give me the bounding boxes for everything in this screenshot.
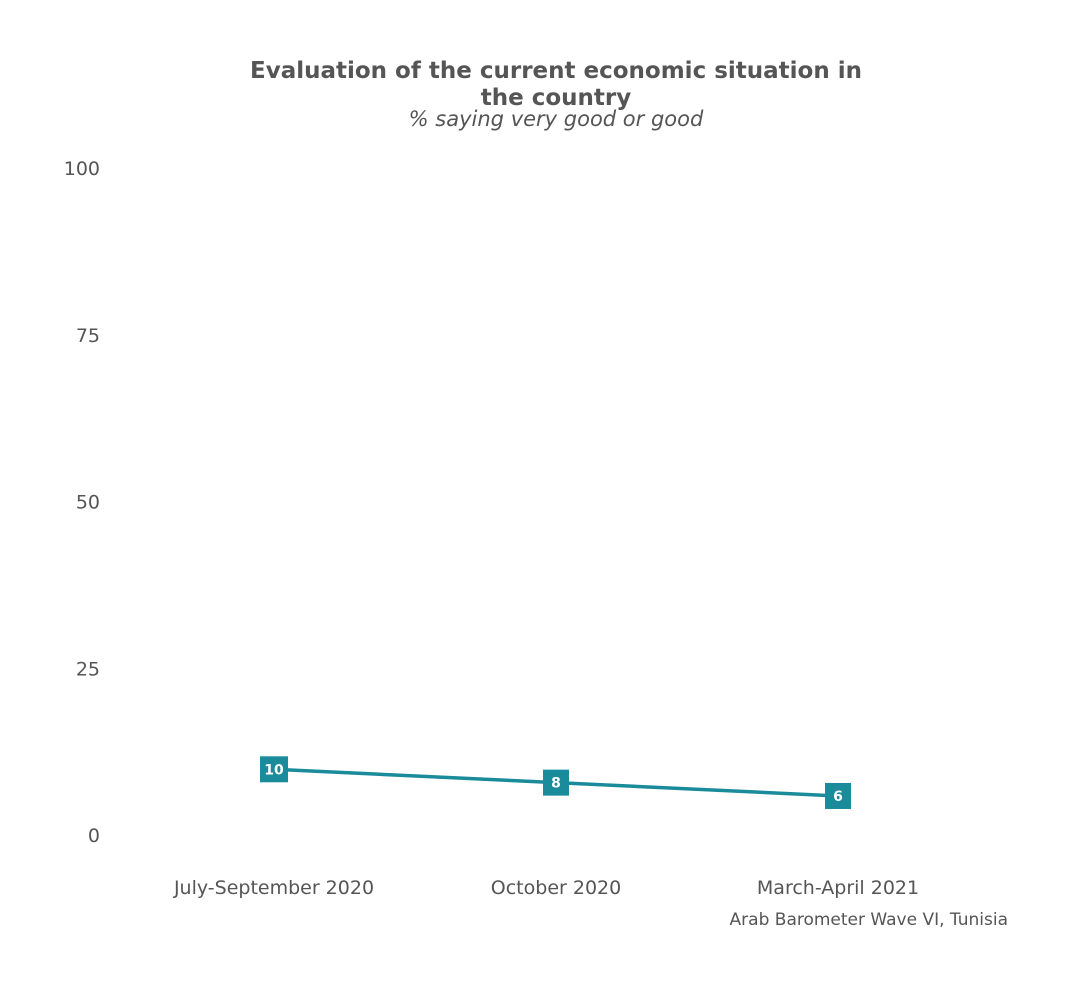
chart-title: Evaluation of the current economic situa… bbox=[249, 58, 862, 111]
chart-subtitle: % saying very good or good bbox=[408, 107, 704, 131]
data-point-marker-2 bbox=[825, 782, 851, 809]
x-tick-label-2: March-April 2021 bbox=[757, 877, 919, 899]
data-label-2: 6 bbox=[833, 789, 843, 805]
x-tick-label-0: July-September 2020 bbox=[173, 877, 374, 899]
chart-caption: Arab Barometer Wave VI, Tunisia bbox=[729, 910, 1008, 930]
y-tick-label-100: 100 bbox=[64, 158, 100, 180]
y-tick-label-75: 75 bbox=[76, 325, 100, 347]
y-tick-label-0: 0 bbox=[88, 825, 100, 847]
data-point-marker-0 bbox=[260, 756, 288, 783]
y-tick-label-50: 50 bbox=[76, 492, 100, 514]
data-label-1: 8 bbox=[551, 776, 561, 792]
data-point-marker-1 bbox=[543, 769, 569, 796]
y-tick-label-25: 25 bbox=[76, 658, 100, 680]
chart-header: Evaluation of the current economic situa… bbox=[241, 58, 871, 132]
data-label-0: 10 bbox=[264, 762, 284, 778]
x-tick-label-1: October 2020 bbox=[491, 877, 621, 899]
